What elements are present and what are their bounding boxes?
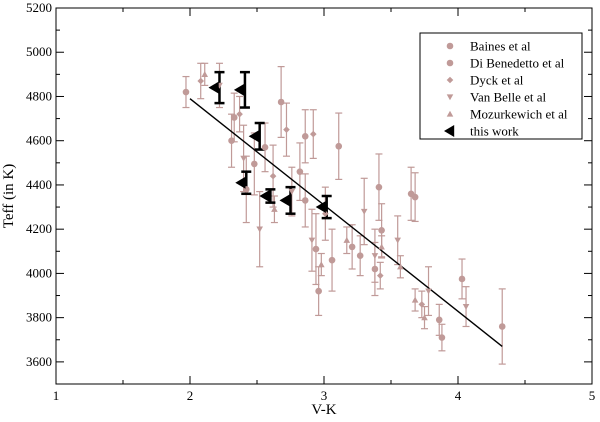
marker-van-belle-et-al	[240, 155, 247, 162]
fit-line-group	[189, 98, 503, 347]
legend-entry-label: Mozurkewich et al	[470, 107, 568, 122]
marker-mozurkewich-et-al	[201, 71, 209, 77]
marker-mozurkewich-et-al	[343, 236, 351, 243]
marker-baines-et-al	[312, 245, 320, 253]
marker-this-work	[248, 130, 259, 143]
marker-van-belle-et-al	[360, 208, 368, 215]
marker-di-benedetto-et-al	[301, 132, 309, 140]
x-tick-label: 1	[53, 388, 60, 403]
marker-baines-et-al	[251, 160, 258, 168]
marker-this-work	[259, 190, 270, 202]
y-tick-label: 4200	[26, 221, 52, 236]
marker-dyck-et-al	[283, 126, 290, 133]
marker-van-belle-et-al	[288, 188, 296, 195]
legend-entry-label: Baines et al	[470, 39, 531, 54]
legend-marker	[446, 94, 454, 101]
x-tick-label: 5	[589, 388, 596, 403]
marker-baines-et-al	[458, 275, 466, 283]
marker-di-benedetto-et-al	[228, 137, 235, 145]
marker-dyck-et-al	[269, 172, 277, 180]
marker-baines-et-al	[356, 252, 364, 260]
legend-entry-label: Di Benedetto et al	[470, 56, 565, 71]
legend-marker	[446, 76, 454, 84]
x-tick-label: 4	[455, 388, 462, 403]
marker-dyck-et-al	[236, 110, 243, 118]
legend-marker	[446, 59, 454, 67]
x-tick-label: 3	[321, 388, 328, 403]
legend-marker	[446, 110, 454, 117]
marker-this-work	[235, 176, 246, 189]
marker-mozurkewich-et-al	[397, 263, 404, 270]
y-tick-label: 5200	[26, 0, 52, 15]
y-tick-label: 5000	[26, 44, 52, 59]
legend: Baines et al Di Benedetto et al Dyck et al…	[419, 32, 583, 140]
y-axis-label: Teff (in K)	[1, 164, 17, 228]
marker-mozurkewich-et-al	[271, 205, 278, 212]
marker-dyck-et-al	[322, 210, 329, 217]
legend-entry-label: Van Belle et al	[470, 90, 547, 105]
marker-di-benedetto-et-al	[261, 144, 269, 151]
marker-baines-et-al	[301, 197, 309, 204]
marker-di-benedetto-et-al	[348, 243, 356, 251]
marker-this-work	[315, 201, 326, 214]
marker-baines-et-al	[378, 226, 385, 234]
marker-di-benedetto-et-al	[438, 334, 446, 341]
marker-baines-et-al	[315, 287, 322, 295]
y-tick-label: 3800	[26, 310, 52, 325]
marker-van-belle-et-al	[371, 253, 379, 260]
axis-ticks: 1 2 3 4 5 3600 3800 4000 4200 4400 4600 4800 5000 520…	[26, 0, 595, 403]
fit-line	[189, 98, 503, 347]
legend-box	[419, 32, 583, 140]
legend-entry-label: this work	[470, 124, 519, 139]
marker-van-belle-et-al	[462, 303, 470, 310]
y-tick-label: 4400	[26, 177, 52, 192]
y-tick-label: 4600	[26, 133, 52, 148]
legend-marker	[446, 42, 454, 50]
data-markers	[182, 71, 506, 341]
legend-marker	[444, 125, 455, 137]
marker-baines-et-al	[230, 114, 238, 121]
y-tick-label: 4800	[26, 88, 52, 103]
marker-baines-et-al	[335, 142, 343, 150]
legend-entry-label: Dyck et al	[470, 73, 524, 88]
marker-this-work	[208, 81, 219, 94]
marker-mozurkewich-et-al	[421, 314, 428, 321]
marker-baines-et-al	[375, 183, 383, 191]
marker-mozurkewich-et-al	[378, 243, 385, 250]
marker-baines-et-al	[328, 256, 336, 264]
marker-this-work	[279, 194, 290, 207]
marker-this-work	[233, 83, 245, 96]
marker-van-belle-et-al	[394, 237, 401, 244]
marker-dyck-et-al	[376, 272, 384, 279]
marker-baines-et-al	[277, 98, 285, 106]
marker-baines-et-al	[435, 316, 443, 324]
marker-baines-et-al	[296, 168, 304, 175]
marker-baines-et-al	[182, 88, 190, 96]
x-axis-label: V-K	[311, 402, 336, 417]
marker-baines-et-al	[498, 323, 506, 330]
marker-van-belle-et-al	[425, 288, 432, 295]
marker-mozurkewich-et-al	[411, 296, 419, 303]
y-tick-label: 3600	[26, 354, 52, 369]
marker-di-benedetto-et-al	[371, 265, 379, 273]
x-tick-label: 2	[187, 388, 194, 403]
marker-van-belle-et-al	[308, 237, 316, 244]
marker-dyck-et-al	[418, 301, 426, 308]
marker-dyck-et-al	[197, 77, 205, 85]
marker-mozurkewich-et-al	[318, 261, 325, 268]
marker-van-belle-et-al	[256, 226, 263, 233]
y-tick-label: 4000	[26, 265, 52, 280]
marker-dyck-et-al	[309, 130, 317, 138]
marker-baines-et-al	[411, 193, 419, 201]
